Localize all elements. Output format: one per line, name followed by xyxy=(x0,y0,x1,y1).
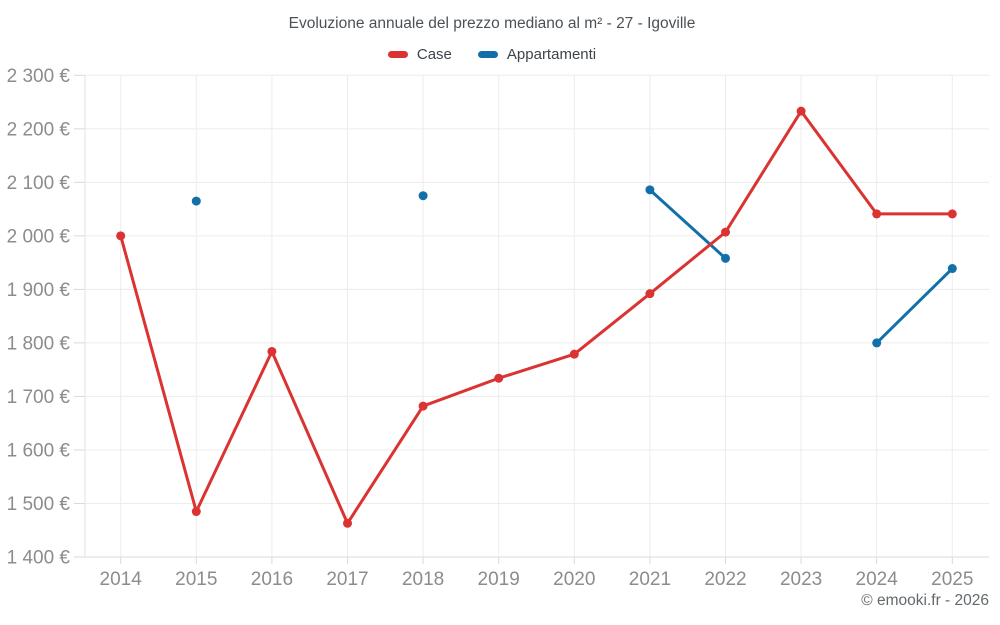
y-tick-label: 2 000 € xyxy=(7,226,71,247)
case-point-2016[interactable] xyxy=(267,346,277,356)
x-tick-label: 2019 xyxy=(478,569,520,590)
y-tick-label: 2 300 € xyxy=(7,66,71,87)
appartamenti-point-2022[interactable] xyxy=(721,253,730,263)
y-tick-label: 1 600 € xyxy=(7,440,71,461)
x-tick-label: 2025 xyxy=(931,569,973,590)
legend-label-appartamenti: Appartamenti xyxy=(506,45,597,63)
case-legend-swatch-icon xyxy=(387,50,408,58)
case-point-2024[interactable] xyxy=(872,209,882,219)
appartamenti-legend-swatch-icon xyxy=(477,50,498,58)
y-tick-label: 1 800 € xyxy=(7,333,71,354)
case-point-2018[interactable] xyxy=(418,401,428,411)
legend-item-appartamenti[interactable]: Appartamenti xyxy=(477,45,597,63)
y-tick-label: 2 200 € xyxy=(7,119,71,140)
y-tick-label: 1 900 € xyxy=(7,280,71,301)
x-tick-label: 2016 xyxy=(251,569,293,590)
x-tick-label: 2023 xyxy=(780,569,822,590)
x-tick-label: 2017 xyxy=(326,569,368,590)
x-tick-label: 2018 xyxy=(402,569,444,590)
legend: Case Appartamenti xyxy=(0,44,984,64)
case-point-2021[interactable] xyxy=(645,289,655,299)
chart-title: Evoluzione annuale del prezzo mediano al… xyxy=(288,15,696,32)
appartamenti-line xyxy=(648,188,727,260)
case-line xyxy=(119,109,954,525)
y-tick-label: 2 100 € xyxy=(7,173,71,194)
case-point-2017[interactable] xyxy=(343,518,352,528)
x-tick-label: 2024 xyxy=(856,569,899,590)
appartamenti-line xyxy=(875,267,954,345)
x-tick-label: 2021 xyxy=(629,569,671,590)
watermark: © emooki.fr - 2026 xyxy=(861,592,989,609)
appartamenti-point-2021[interactable] xyxy=(645,185,655,195)
appartamenti-point-2018[interactable] xyxy=(418,191,428,201)
appartamenti-point-2015[interactable] xyxy=(191,196,201,206)
y-tick-label: 1 500 € xyxy=(7,494,71,515)
y-tick-label: 1 700 € xyxy=(7,387,71,408)
case-point-2014[interactable] xyxy=(116,231,126,241)
x-tick-label: 2022 xyxy=(704,569,746,590)
case-point-2019[interactable] xyxy=(494,373,504,383)
case-point-2023[interactable] xyxy=(796,106,806,116)
case-point-2020[interactable] xyxy=(569,349,579,359)
appartamenti-point-2025[interactable] xyxy=(947,264,957,274)
case-point-2025[interactable] xyxy=(947,209,957,219)
x-tick-label: 2014 xyxy=(100,569,143,590)
x-tick-label: 2015 xyxy=(175,569,217,590)
case-point-2015[interactable] xyxy=(191,507,201,517)
case-point-2022[interactable] xyxy=(721,227,730,237)
y-tick-label: 1 400 € xyxy=(7,548,71,569)
x-tick-label: 2020 xyxy=(553,569,595,590)
legend-item-case[interactable]: Case xyxy=(387,45,452,63)
appartamenti-point-2024[interactable] xyxy=(872,338,882,348)
legend-label-case: Case xyxy=(416,45,452,63)
